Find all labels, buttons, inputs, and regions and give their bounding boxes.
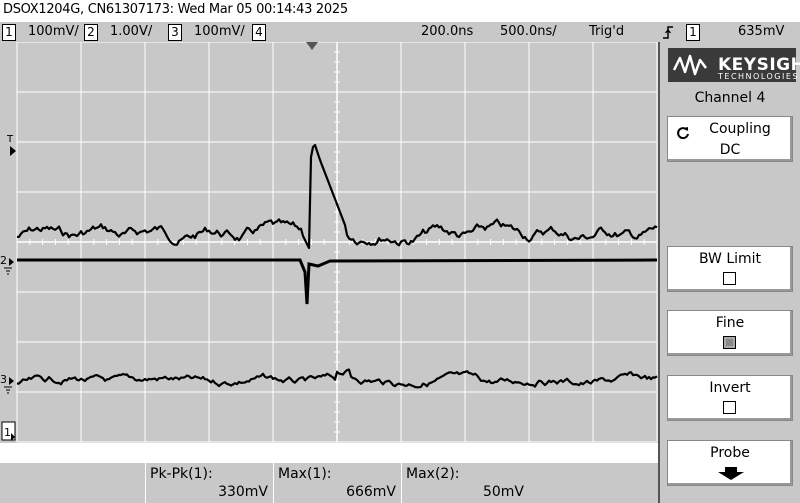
fine-checkbox[interactable] <box>723 336 736 349</box>
ch2-indicator[interactable]: 2 <box>84 24 98 41</box>
status-bar: 1 100mV/ 2 1.00V/ 3 100mV/ 4 200.0ns 500… <box>0 22 800 42</box>
channel-3-ground-marker: 3 <box>0 373 14 394</box>
trigger-time-marker <box>306 42 318 50</box>
channel-2-ground-marker: 2 <box>0 254 14 275</box>
invert-softkey[interactable]: Invert <box>667 375 793 421</box>
menu-title: Channel 4 <box>694 90 766 106</box>
graticule: T 2 3 1 <box>0 42 658 443</box>
channel-1-trace <box>16 143 658 250</box>
trigger-edge-icon <box>663 26 673 39</box>
channel-1-ground-marker: 1 <box>1 421 16 441</box>
ch2-scale[interactable]: 1.00V/ <box>110 24 153 39</box>
coupling-softkey[interactable]: Coupling DC <box>667 116 793 162</box>
waveform-display[interactable]: T 2 3 1 <box>0 42 658 443</box>
ch3-scale[interactable]: 100mV/ <box>194 24 245 39</box>
probe-down-arrow-icon <box>718 467 744 480</box>
ch1-indicator[interactable]: 1 <box>2 24 16 41</box>
measurement-bar: Pk-Pk(1): 330mV Max(1): 666mV Max(2): 50… <box>0 463 658 503</box>
svg-text:2: 2 <box>0 254 7 267</box>
svg-text:1: 1 <box>4 426 11 439</box>
trigger-source[interactable]: 1 <box>686 24 700 41</box>
fine-softkey[interactable]: Fine <box>667 310 793 356</box>
svg-text:T: T <box>6 134 14 145</box>
probe-softkey[interactable]: Probe <box>667 440 793 486</box>
trigger-level-marker: T <box>6 134 16 156</box>
keysight-wave-logo-icon <box>668 48 796 82</box>
channel-2-trace <box>17 258 658 305</box>
invert-checkbox[interactable] <box>723 401 736 414</box>
svg-text:3: 3 <box>0 373 7 386</box>
measurement-max-ch1[interactable]: Max(1): 666mV <box>273 463 402 503</box>
trigger-status: Trig'd <box>589 24 625 39</box>
coupling-value: DC <box>719 142 741 158</box>
time-scale[interactable]: 500.0ns/ <box>500 24 557 39</box>
time-delay[interactable]: 200.0ns <box>421 24 474 39</box>
window-title: DSOX1204G, CN61307173: Wed Mar 05 00:14:… <box>3 2 348 17</box>
measurement-pkpk-ch1[interactable]: Pk-Pk(1): 330mV <box>145 463 274 503</box>
trigger-level[interactable]: 635mV <box>738 24 785 39</box>
channel-3-trace <box>16 368 658 389</box>
graticule-grid <box>16 42 658 443</box>
bw-limit-checkbox[interactable] <box>723 272 736 285</box>
title-bar: DSOX1204G, CN61307173: Wed Mar 05 00:14:… <box>0 0 800 22</box>
ch1-scale[interactable]: 100mV/ <box>28 24 79 39</box>
bw-limit-softkey[interactable]: BW Limit <box>667 246 793 292</box>
ch4-indicator[interactable]: 4 <box>252 24 266 41</box>
ch3-indicator[interactable]: 3 <box>168 24 182 41</box>
coupling-cycle-icon <box>677 127 689 140</box>
measurement-max-ch2[interactable]: Max(2): 50mV <box>401 463 530 503</box>
